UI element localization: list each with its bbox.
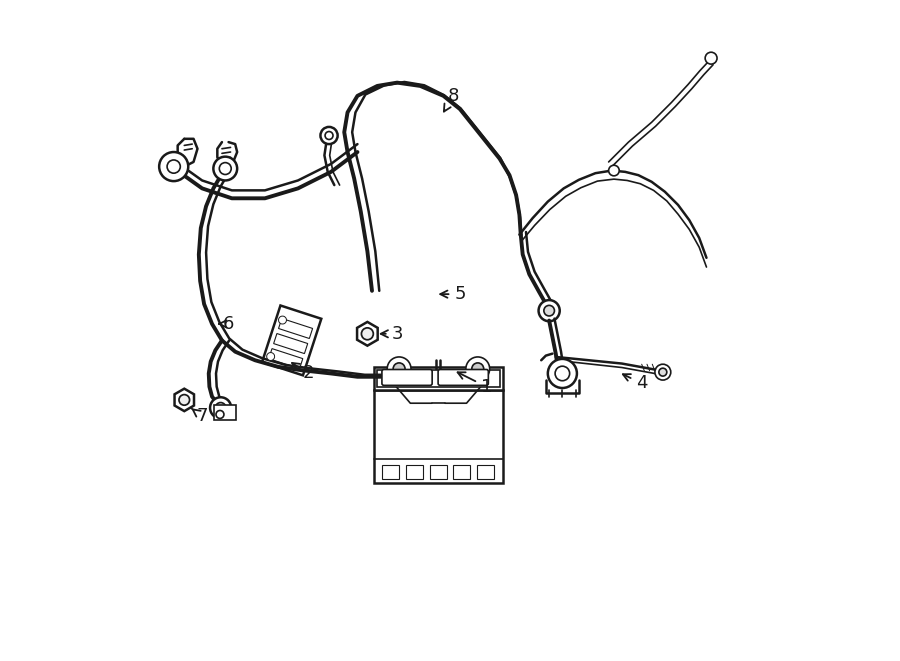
Circle shape [472, 363, 483, 375]
Circle shape [266, 352, 274, 360]
Circle shape [220, 163, 231, 175]
Polygon shape [357, 322, 378, 346]
Bar [269, 348, 302, 369]
Circle shape [159, 152, 188, 181]
Text: 8: 8 [444, 87, 459, 112]
Bar [262, 305, 321, 375]
Circle shape [655, 364, 670, 380]
Circle shape [387, 357, 411, 381]
FancyBboxPatch shape [438, 369, 489, 385]
Bar [477, 465, 494, 479]
Circle shape [608, 165, 619, 176]
Circle shape [213, 157, 238, 180]
Bar [374, 390, 503, 483]
Circle shape [179, 395, 190, 405]
Bar [274, 334, 308, 354]
Circle shape [278, 316, 286, 324]
Text: 6: 6 [219, 315, 234, 333]
Bar [429, 465, 446, 479]
Circle shape [466, 357, 490, 381]
Circle shape [167, 160, 180, 173]
Circle shape [538, 300, 560, 321]
Text: 7: 7 [192, 407, 208, 426]
Text: 3: 3 [381, 325, 403, 343]
Bar [278, 319, 312, 338]
Bar [214, 405, 237, 420]
Circle shape [393, 363, 405, 375]
Circle shape [659, 368, 667, 376]
Circle shape [548, 359, 577, 388]
Circle shape [325, 132, 333, 139]
Text: 2: 2 [292, 363, 313, 383]
Bar [374, 367, 503, 390]
FancyBboxPatch shape [382, 369, 432, 385]
Bar [377, 370, 500, 387]
Circle shape [216, 410, 224, 418]
Bar [382, 465, 399, 479]
Circle shape [320, 127, 338, 144]
Polygon shape [175, 389, 194, 411]
Text: 1: 1 [457, 372, 492, 396]
Bar [454, 465, 471, 479]
Text: 4: 4 [623, 374, 647, 393]
Circle shape [705, 52, 717, 64]
Circle shape [215, 403, 226, 413]
Circle shape [555, 366, 570, 381]
Text: 5: 5 [440, 285, 465, 303]
Circle shape [210, 397, 231, 418]
Circle shape [544, 305, 554, 316]
Bar [406, 465, 423, 479]
Circle shape [362, 328, 374, 340]
